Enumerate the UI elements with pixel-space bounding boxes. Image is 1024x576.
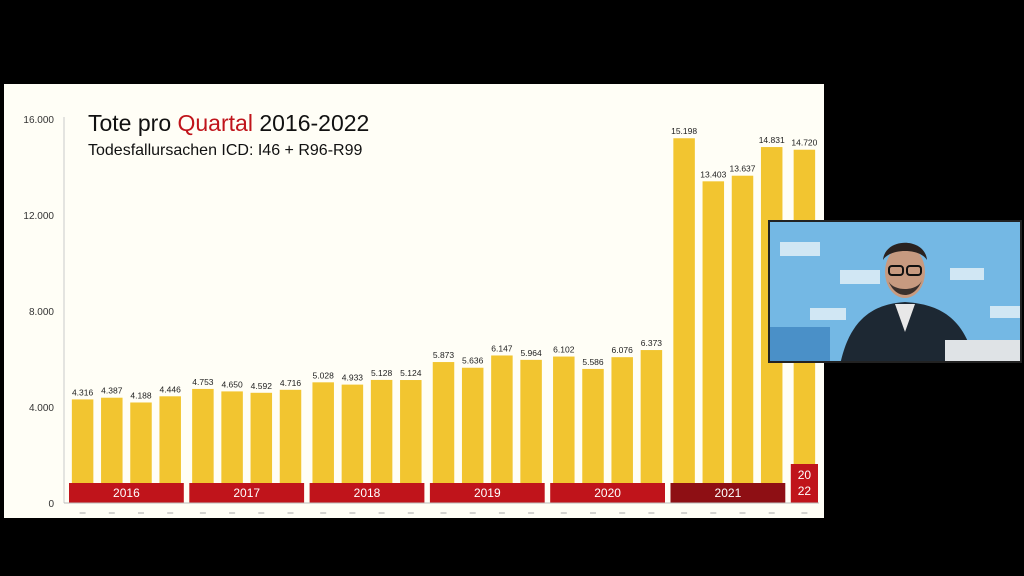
title-accent: Quartal — [177, 110, 253, 136]
bar-value-label: 4.592 — [251, 381, 273, 391]
bar-value-label: 6.076 — [612, 345, 634, 355]
year-band-label: 2019 — [474, 486, 501, 500]
bar — [520, 359, 542, 503]
bar — [130, 402, 152, 503]
bar-value-label: 4.387 — [101, 386, 123, 396]
bar-value-label: 13.637 — [730, 164, 756, 174]
chart-subtitle: Todesfallursachen ICD: I46 + R96-R99 — [88, 142, 363, 159]
bar — [370, 379, 393, 503]
bar-value-label: 4.446 — [160, 384, 182, 394]
bar-value-label: 4.650 — [221, 379, 243, 389]
chart-title: Tote pro Quartal 2016-2022 — [88, 110, 369, 137]
year-band-label: 20 — [798, 468, 812, 482]
bar-value-label: 4.716 — [280, 378, 302, 388]
bar-value-label: 6.147 — [491, 343, 513, 353]
bar — [673, 138, 695, 504]
bar — [159, 396, 181, 503]
bar-value-label: 4.188 — [130, 390, 152, 400]
year-band-label: 2020 — [594, 486, 621, 500]
bar-value-label: 5.028 — [313, 370, 335, 380]
y-tick-label: 0 — [48, 499, 54, 510]
bar — [312, 382, 334, 503]
bar — [432, 362, 455, 503]
bar — [640, 350, 663, 503]
bar-value-label: 5.964 — [520, 348, 542, 358]
bar-value-label: 13.403 — [700, 169, 726, 179]
bar — [101, 397, 123, 503]
year-band-label: 22 — [798, 484, 812, 498]
title-part2: 2016-2022 — [252, 110, 370, 136]
bar — [341, 384, 364, 503]
bar — [400, 380, 422, 503]
year-band — [790, 464, 818, 503]
bar-value-label: 4.753 — [192, 377, 214, 387]
y-tick-label: 8.000 — [29, 307, 54, 318]
bar — [192, 388, 214, 503]
bar-value-label: 5.586 — [582, 357, 604, 367]
bar — [250, 392, 273, 503]
bar-value-label: 5.873 — [433, 350, 455, 360]
bar-value-label: 6.373 — [641, 338, 663, 348]
bar-value-label: 4.933 — [342, 373, 364, 383]
bar-value-label: 6.102 — [553, 345, 575, 355]
bar — [279, 389, 302, 503]
bar-value-label: 14.720 — [791, 138, 817, 148]
bar — [71, 399, 94, 503]
title-part1: Tote pro — [88, 110, 178, 136]
bar-chart: 0 4.000 8.000 12.000 16.000 4.316 4.387 4.188 4.… — [23, 115, 819, 514]
bar-value-label: 15.198 — [671, 126, 697, 136]
year-band — [670, 483, 786, 503]
bar-value-label: 5.124 — [400, 368, 422, 378]
bar — [461, 367, 484, 503]
bar — [731, 175, 754, 503]
y-tick-label: 12.000 — [23, 211, 54, 222]
year-band — [309, 483, 425, 503]
year-band — [189, 483, 305, 503]
webcam-person-image — [770, 222, 1020, 361]
year-band — [69, 483, 184, 503]
bar — [491, 355, 513, 503]
bar-value-label: 5.636 — [462, 356, 484, 366]
year-band-label: 2017 — [233, 486, 260, 500]
bar — [553, 356, 575, 503]
year-band-label: 2021 — [715, 486, 742, 500]
webcam-overlay — [768, 220, 1022, 363]
bar-value-label: 4.316 — [72, 387, 94, 397]
bar-value-label: 5.128 — [371, 368, 393, 378]
year-band — [429, 483, 545, 503]
bar — [702, 181, 725, 503]
year-band-label: 2018 — [354, 486, 381, 500]
y-tick-label: 4.000 — [29, 403, 54, 414]
presentation-slide: 0 4.000 8.000 12.000 16.000 4.316 4.387 4.188 4.… — [4, 84, 824, 518]
year-band — [550, 483, 665, 503]
bar — [221, 391, 243, 503]
bar — [611, 357, 633, 503]
year-band-label: 2016 — [113, 486, 140, 500]
bar — [582, 368, 604, 503]
bar-value-label: 14.831 — [759, 135, 785, 145]
y-tick-label: 16.000 — [23, 115, 54, 126]
